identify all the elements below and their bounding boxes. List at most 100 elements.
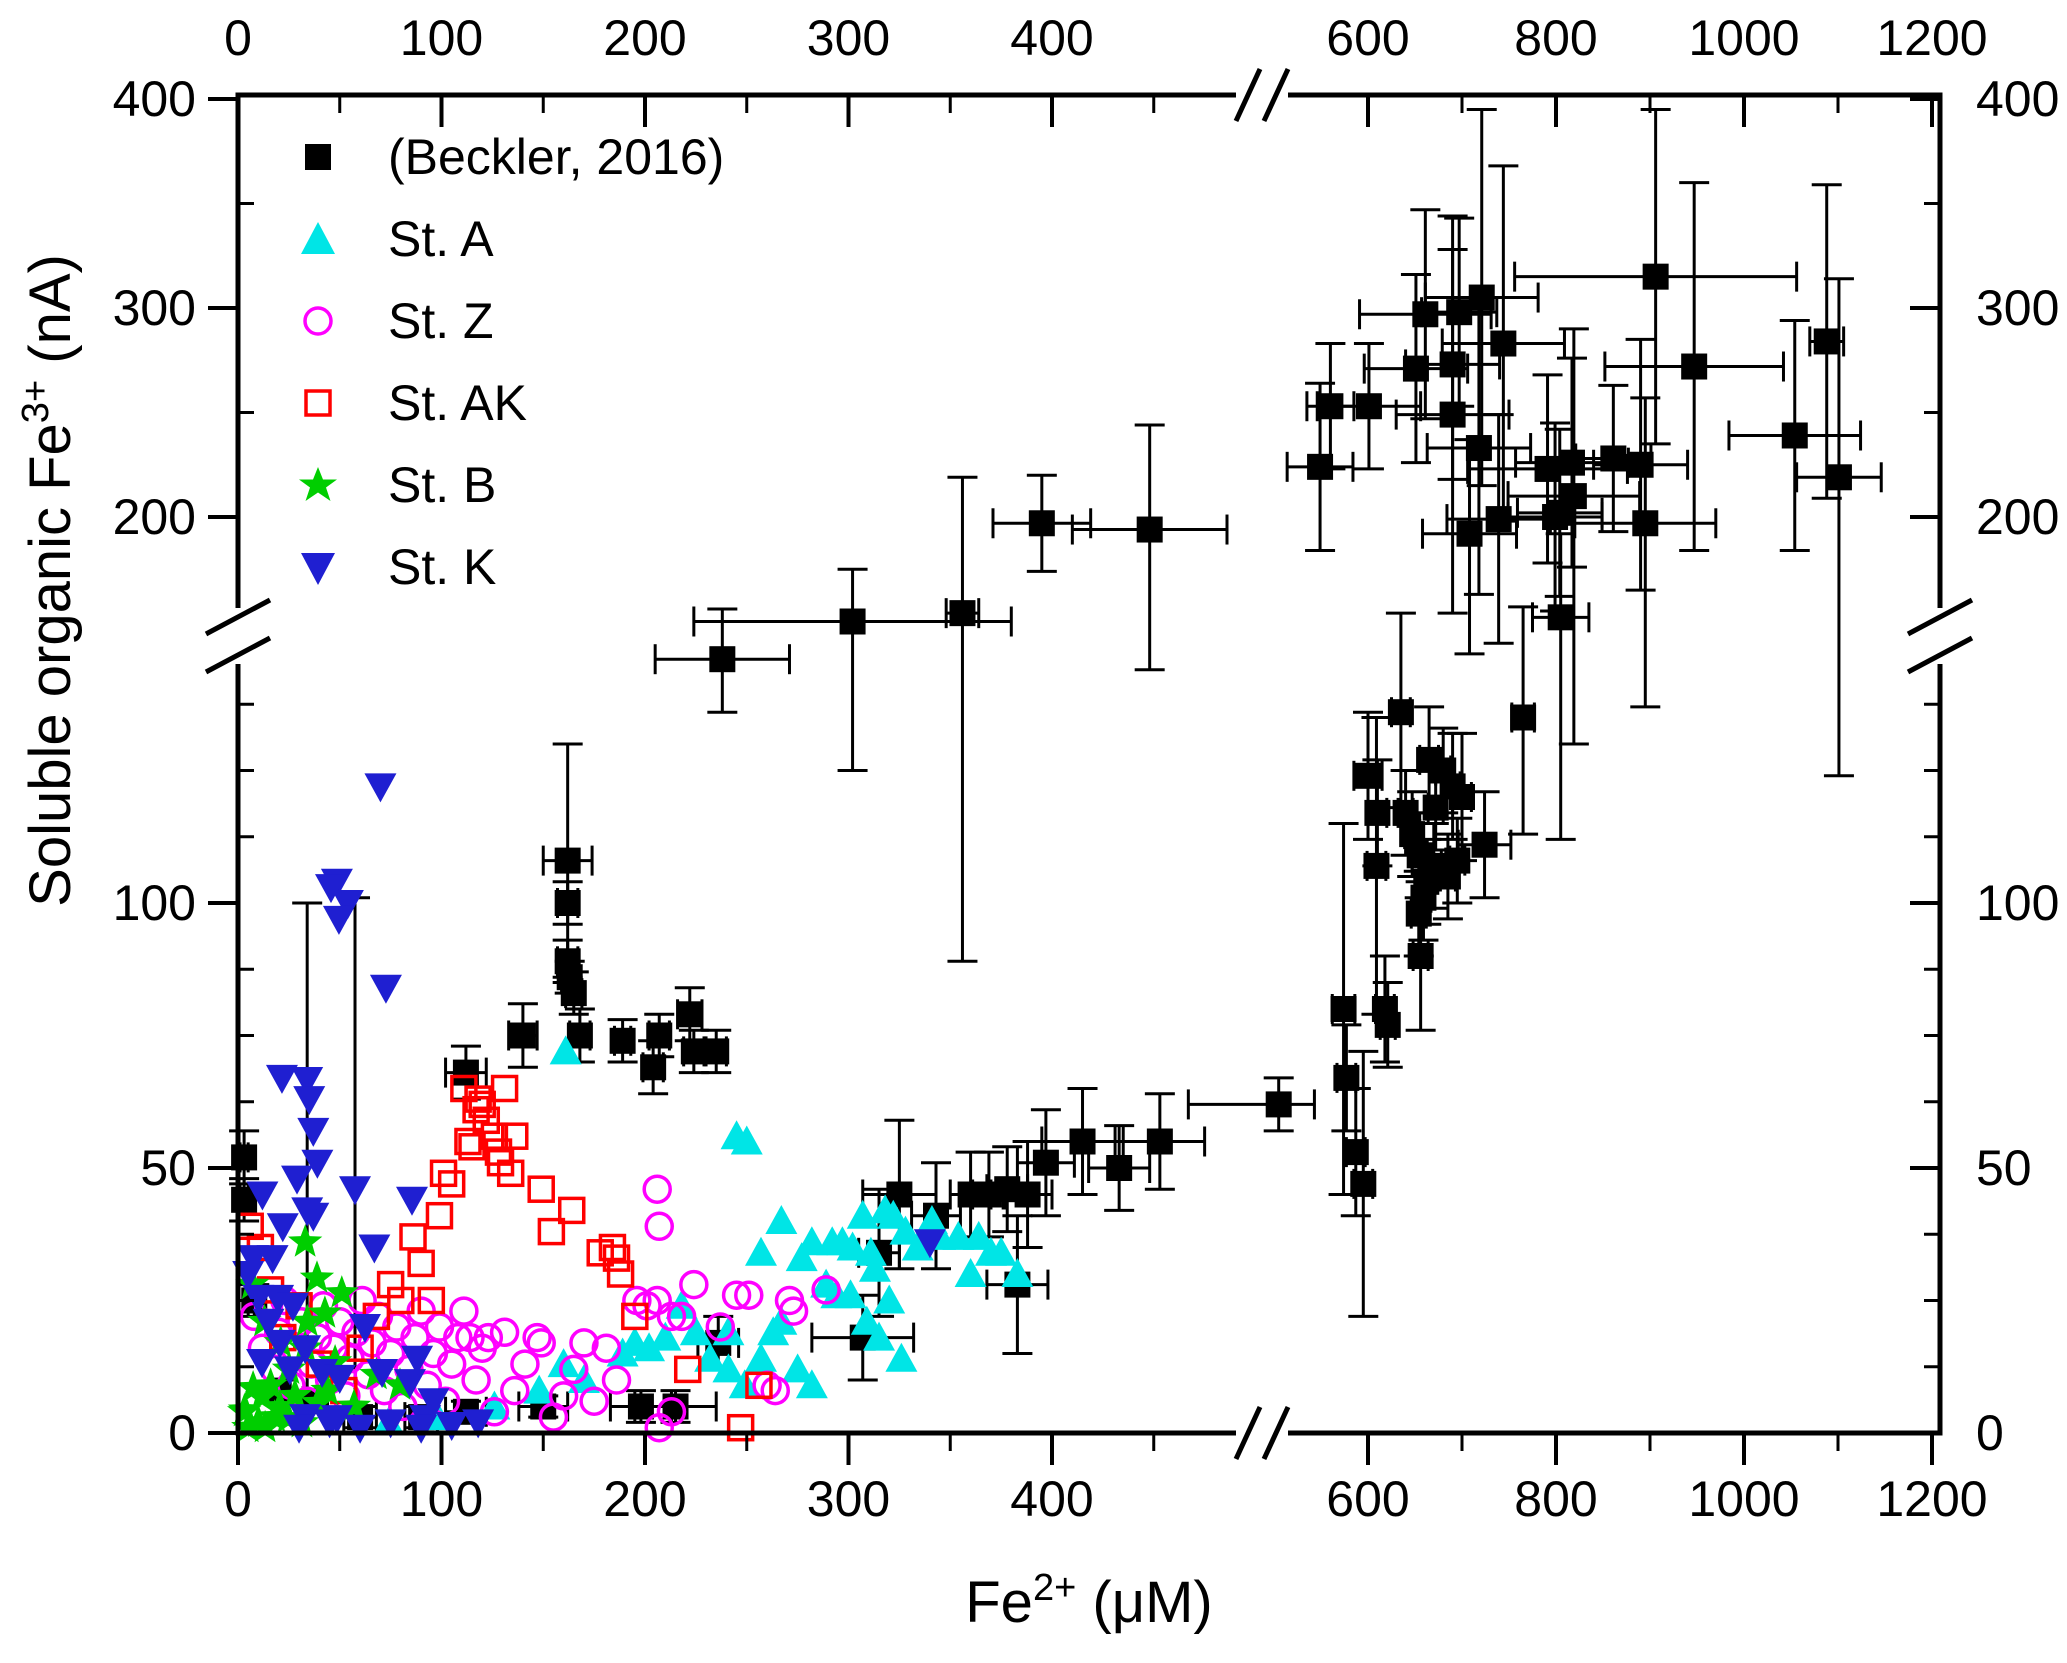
point-st_a	[889, 1215, 922, 1245]
point-st_ak	[602, 1244, 631, 1272]
legend-item-st-z: St. Z	[296, 293, 724, 349]
point-st_a	[744, 1236, 777, 1266]
x-axis-break-slash	[1233, 67, 1263, 123]
point-st_ak	[346, 1334, 374, 1362]
point-st_b	[253, 1367, 288, 1400]
point-beckler	[680, 1038, 707, 1065]
point-st_z	[489, 1317, 520, 1348]
point-st_k	[401, 1345, 434, 1375]
point-st_k	[289, 1335, 322, 1365]
point-st_z	[644, 1211, 674, 1242]
point-beckler	[646, 1022, 673, 1049]
point-st_ak	[673, 1355, 702, 1384]
point-st_k	[263, 1329, 296, 1359]
point-beckler	[1412, 301, 1439, 328]
point-st_a	[834, 1279, 867, 1309]
point-st_ak	[527, 1175, 555, 1203]
point-beckler	[1446, 299, 1473, 326]
point-beckler	[554, 847, 581, 874]
y-tick-label-right: 300	[1976, 280, 2059, 336]
x-axis-break-gap	[1236, 91, 1288, 99]
point-beckler	[1781, 422, 1808, 449]
point-st_k	[291, 1197, 324, 1227]
point-st_b	[382, 1367, 418, 1400]
point-beckler	[1632, 510, 1659, 537]
y-tick-label-left: 300	[113, 280, 196, 336]
point-st_z	[449, 1296, 479, 1326]
y-tick-label-left: 400	[113, 71, 196, 127]
point-st_k	[262, 1284, 295, 1314]
point-beckler	[1558, 449, 1585, 476]
point-beckler	[1330, 996, 1357, 1022]
point-st_a	[985, 1236, 1018, 1266]
point-st_a	[523, 1374, 556, 1404]
point-st_k	[369, 974, 402, 1004]
point-st_z	[760, 1375, 790, 1406]
point-beckler	[1265, 1091, 1292, 1118]
point-st_ak	[376, 1270, 405, 1299]
point-st_b	[310, 1372, 345, 1406]
x-tick-label-bottom: 300	[807, 1471, 890, 1527]
x-tick-label-bottom: 200	[603, 1471, 686, 1527]
point-st_z	[705, 1312, 736, 1342]
point-st_k	[405, 1414, 438, 1444]
point-st_k	[314, 874, 347, 904]
point-beckler	[1402, 355, 1429, 382]
point-beckler	[1471, 831, 1498, 858]
point-st_k	[256, 1245, 289, 1275]
y-axis-break-slash	[1906, 635, 1974, 675]
point-st_a	[901, 1231, 934, 1261]
point-st_a	[712, 1353, 745, 1383]
point-st_z	[526, 1328, 556, 1358]
point-st_k	[435, 1412, 468, 1442]
point-beckler	[1032, 1149, 1059, 1176]
point-st_ak	[407, 1249, 435, 1278]
y-tick-label-left: 200	[113, 489, 196, 545]
point-beckler	[1333, 1064, 1360, 1091]
y-axis-break-gap	[234, 608, 242, 664]
point-beckler	[1387, 699, 1414, 726]
point-st_b	[241, 1404, 276, 1437]
point-st_z	[579, 1386, 609, 1416]
point-st_k	[293, 1086, 326, 1116]
point-st_b	[235, 1370, 271, 1403]
point-st_ak	[387, 1286, 415, 1315]
point-st_a	[836, 1231, 869, 1261]
x-axis-break-slash	[1261, 1405, 1291, 1461]
legend-label-st-z: St. Z	[388, 293, 494, 349]
point-st_k	[281, 1165, 314, 1195]
point-st_ak	[490, 1074, 519, 1103]
y-tick-label-right: 400	[1976, 71, 2059, 127]
point-beckler	[1465, 435, 1492, 462]
point-st_a	[712, 1316, 745, 1346]
point-st_a	[846, 1199, 879, 1229]
point-st_z	[778, 1296, 809, 1326]
point-st_b	[336, 1388, 372, 1422]
point-st_ak	[464, 1085, 492, 1113]
point-st_b	[277, 1377, 313, 1411]
point-st_a	[765, 1205, 798, 1234]
point-st_b	[290, 1303, 325, 1337]
point-st_z	[679, 1269, 709, 1300]
point-st_a	[633, 1332, 666, 1362]
point-beckler	[566, 1022, 593, 1049]
point-st_b	[257, 1399, 292, 1432]
y-axis-break-slash	[204, 597, 272, 637]
point-st_a	[795, 1369, 828, 1399]
point-beckler	[509, 1022, 536, 1049]
point-beckler	[640, 1054, 667, 1081]
y-tick-label-right: 100	[1976, 875, 2059, 931]
point-beckler	[1439, 401, 1466, 428]
point-st_b	[262, 1389, 297, 1422]
point-st_k	[301, 1149, 334, 1179]
point-beckler	[1028, 510, 1055, 537]
point-beckler	[1014, 1181, 1041, 1208]
point-st_z	[436, 1349, 467, 1379]
star-icon	[299, 467, 337, 501]
point-beckler	[1681, 353, 1708, 380]
point-st_a	[942, 1220, 975, 1250]
y-axis-title: Soluble organic Fe3+ (nA)	[15, 254, 83, 907]
point-st_k	[323, 1364, 356, 1394]
point-beckler	[554, 890, 581, 916]
